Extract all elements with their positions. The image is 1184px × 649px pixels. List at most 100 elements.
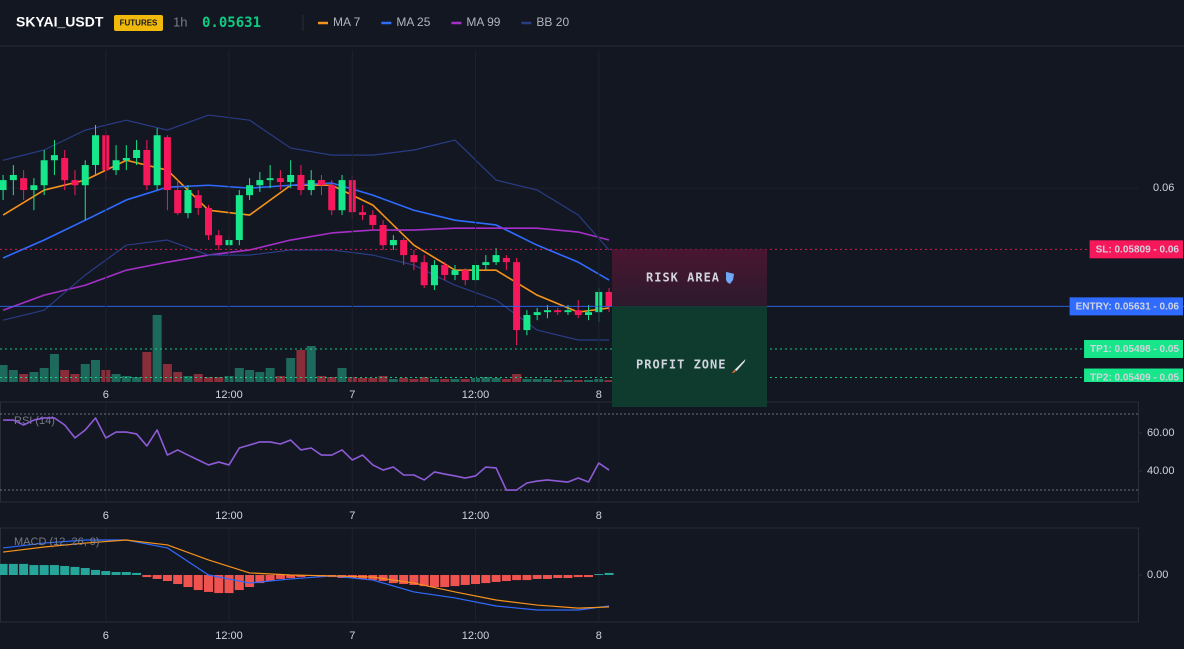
x-tick-label: 7 (349, 630, 355, 642)
candle-body (20, 178, 28, 191)
macd-histogram-bar (19, 563, 29, 575)
volume-bar (39, 368, 49, 382)
macd-histogram-bar (91, 569, 101, 575)
macd-histogram-bar (234, 575, 244, 591)
macd-histogram-bar (388, 575, 398, 584)
level-tag: TP2: 0.05409 - 0.05 (1084, 368, 1183, 384)
candle-body (482, 262, 490, 266)
candle-body (502, 257, 510, 263)
level-tag-bg (1084, 368, 1183, 382)
interval: 1h (173, 14, 187, 29)
macd-histogram-bar (491, 575, 501, 582)
volume-bar (234, 368, 244, 382)
macd-histogram-bar (573, 575, 583, 578)
candle-body (369, 215, 377, 225)
macd-histogram-bar (224, 575, 234, 594)
x-tick-label: 6 (103, 630, 109, 642)
macd-histogram-bar (214, 575, 224, 594)
level-tag-bg (1069, 297, 1183, 316)
macd-histogram-bar (173, 575, 183, 585)
volume-bar (388, 379, 398, 382)
candle-body (400, 240, 408, 256)
candle-body (585, 312, 593, 316)
candle-body (143, 149, 151, 186)
x-tick-label: 7 (349, 510, 355, 522)
candle-body (492, 255, 500, 263)
volume-bar (245, 370, 255, 382)
macd-line (3, 539, 610, 609)
candle-body (204, 207, 212, 236)
badge-bg (114, 15, 163, 31)
x-tick-label: 6 (103, 389, 109, 401)
y-tick-label: 0.00 (1147, 569, 1168, 581)
macd-histogram-bar (542, 575, 552, 579)
macd-histogram-bar (553, 575, 563, 579)
candle-body (194, 195, 202, 208)
x-tick-label: 8 (596, 630, 602, 642)
volume-bar (70, 374, 80, 382)
macd-histogram-bar (39, 565, 49, 575)
volume-bar (450, 379, 460, 382)
x-tick-label: 12:00 (462, 389, 490, 401)
macd-histogram-bar (203, 575, 213, 592)
volume-bar (532, 379, 542, 382)
profit-zone (612, 306, 767, 407)
macd-histogram-bar (399, 575, 409, 585)
macd-histogram-bar (286, 575, 296, 579)
level-tag-label: TP2: 0.05409 - 0.05 (1090, 373, 1179, 384)
candle-body (287, 174, 295, 183)
candle-body (71, 180, 79, 186)
macd-histogram-bar (265, 575, 275, 582)
legend-label: BB 20 (536, 15, 569, 29)
candle-body (451, 270, 459, 275)
volume-bar (183, 376, 193, 382)
macd-histogram-bar (419, 575, 429, 587)
volume-bar (132, 377, 142, 382)
candle-body (246, 185, 254, 196)
candle-body (379, 224, 387, 246)
volume-bar (60, 370, 70, 382)
risk-zone (612, 249, 767, 307)
candle-body (543, 310, 551, 313)
macd-histogram-bar (563, 575, 573, 579)
rocket-flame (731, 370, 736, 373)
macd-histogram-bar (501, 575, 511, 582)
macd-histogram-bar (532, 575, 542, 579)
level-tag-bg (1084, 339, 1183, 358)
candle-body (338, 180, 346, 211)
pane-border (0, 401, 1139, 503)
legend-label: MA 99 (466, 15, 500, 29)
candle-body (215, 235, 223, 246)
risk-zone-label: RISK AREA (646, 270, 720, 284)
volume-bar (162, 364, 172, 382)
macd-histogram-bar (450, 575, 460, 587)
macd-histogram-bar (429, 575, 439, 588)
volume-bar (440, 379, 450, 382)
macd-histogram-bar (152, 575, 162, 579)
candle-body (9, 174, 17, 181)
volume-bar (409, 379, 419, 382)
candle-body (112, 160, 120, 171)
candle-body (523, 315, 531, 331)
candle-body (430, 265, 438, 286)
candle-body (153, 135, 161, 186)
x-tick-label: 8 (596, 389, 602, 401)
candle-body (0, 180, 7, 191)
candle-body (61, 157, 69, 181)
macd-histogram-bar (111, 571, 121, 575)
macd-histogram-bar (584, 575, 594, 578)
volume-bar (491, 378, 501, 382)
macd-histogram-bar (142, 575, 152, 578)
candle-body (441, 265, 449, 275)
pane-title: RSI (14) (14, 415, 55, 427)
candle-body (389, 240, 397, 246)
macd-histogram-bar (0, 563, 8, 575)
badge: FUTURES (120, 19, 158, 28)
volume-bar (522, 379, 532, 382)
volume-bar (429, 379, 439, 382)
last-price: 0.05631 (202, 15, 261, 31)
macd-histogram-bar (481, 575, 491, 584)
volume-bar (80, 364, 90, 382)
macd-histogram-bar (70, 566, 80, 575)
